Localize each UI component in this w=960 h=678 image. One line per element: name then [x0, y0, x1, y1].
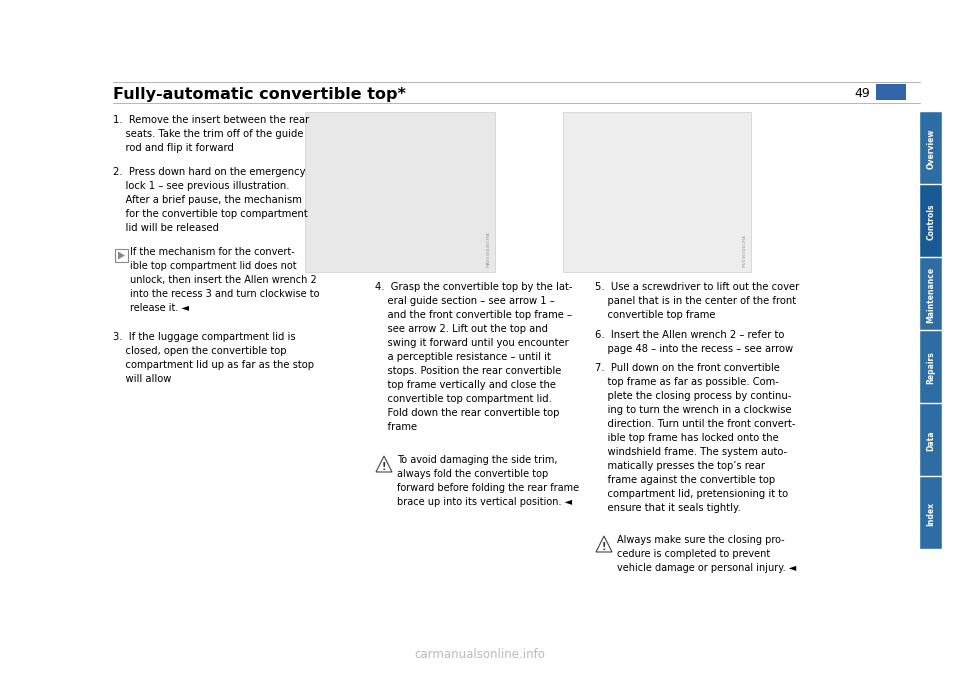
Text: 1.  Remove the insert between the rear
    seats. Take the trim off of the guide: 1. Remove the insert between the rear se… [113, 115, 309, 153]
Text: 3.  If the luggage compartment lid is
    closed, open the convertible top
    c: 3. If the luggage compartment lid is clo… [113, 332, 314, 384]
Bar [920, 477, 942, 549]
Text: Always make sure the closing pro-
cedure is completed to prevent
vehicle damage : Always make sure the closing pro- cedure… [617, 535, 796, 573]
Bar [920, 404, 942, 476]
Text: Index: Index [926, 502, 935, 525]
Text: !: ! [382, 462, 386, 472]
Text: To avoid damaging the side trim,
always fold the convertible top
forward before : To avoid damaging the side trim, always … [397, 455, 579, 507]
Text: MAV036846CMA: MAV036846CMA [487, 231, 491, 267]
Bar [876, 84, 906, 100]
Polygon shape [118, 252, 125, 260]
Text: 49: 49 [854, 87, 870, 100]
Text: carmanualsonline.info: carmanualsonline.info [415, 648, 545, 662]
Text: 7.  Pull down on the front convertible
    top frame as far as possible. Com-
  : 7. Pull down on the front convertible to… [595, 363, 796, 513]
FancyBboxPatch shape [115, 249, 128, 262]
Text: Repairs: Repairs [926, 351, 935, 384]
Text: Overview: Overview [926, 128, 935, 169]
Text: 2.  Press down hard on the emergency
    lock 1 – see previous illustration.
   : 2. Press down hard on the emergency lock… [113, 167, 308, 233]
Bar [305, 112, 495, 272]
Text: 4.  Grasp the convertible top by the lat-
    eral guide section – see arrow 1 –: 4. Grasp the convertible top by the lat-… [375, 282, 572, 432]
Text: If the mechanism for the convert-
ible top compartment lid does not
unlock, then: If the mechanism for the convert- ible t… [130, 247, 320, 313]
Bar [920, 258, 942, 330]
Text: Fully-automatic convertible top*: Fully-automatic convertible top* [113, 87, 406, 102]
Polygon shape [596, 536, 612, 552]
Text: Data: Data [926, 431, 935, 451]
Text: Controls: Controls [926, 203, 935, 240]
Bar [920, 185, 942, 257]
Polygon shape [376, 456, 392, 472]
Text: 6.  Insert the Allen wrench 2 – refer to
    page 48 – into the recess – see arr: 6. Insert the Allen wrench 2 – refer to … [595, 330, 793, 354]
Bar [920, 331, 942, 403]
Text: MV036946CMA: MV036946CMA [743, 234, 747, 267]
Text: !: ! [602, 542, 607, 552]
Bar [920, 112, 942, 184]
Text: 5.  Use a screwdriver to lift out the cover
    panel that is in the center of t: 5. Use a screwdriver to lift out the cov… [595, 282, 800, 320]
Bar [563, 112, 751, 272]
Text: Maintenance: Maintenance [926, 266, 935, 323]
